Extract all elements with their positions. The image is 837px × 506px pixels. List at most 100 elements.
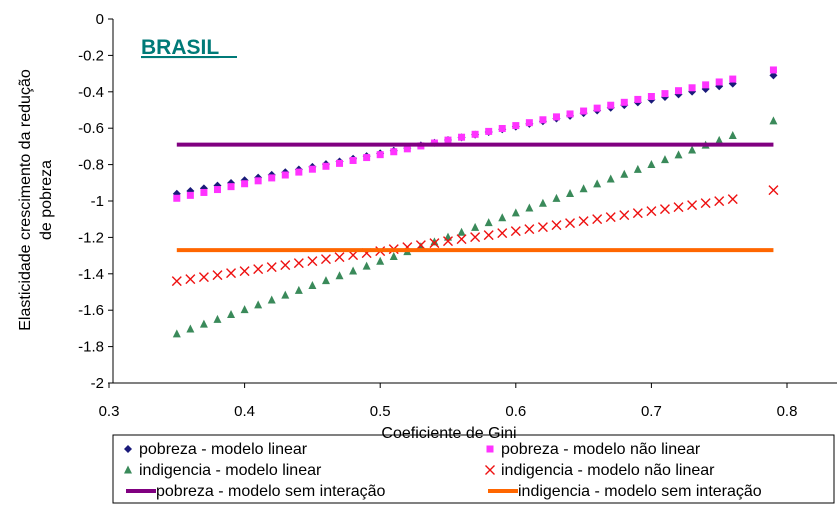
data-point [349, 156, 357, 164]
data-point [362, 261, 371, 270]
data-point [389, 251, 398, 260]
data-point [592, 214, 603, 225]
legend-marker-swatch [485, 465, 495, 475]
data-point [580, 107, 588, 115]
data-point [565, 218, 576, 229]
chart-annotation: BRASIL [141, 36, 219, 59]
data-point [551, 220, 562, 231]
data-point [605, 212, 616, 223]
data-point [444, 232, 452, 241]
data-point [537, 222, 548, 233]
data-point [227, 310, 236, 319]
data-point [607, 101, 615, 109]
data-point [172, 329, 181, 338]
data-point [335, 271, 344, 280]
data-point [456, 234, 467, 245]
y-axis-ticks: 0 -0.2 -0.4 -0.6 -0.8 -1 -1.2 -1.4 -1.6 -1.8 -2 [78, 11, 113, 392]
y-tick-label: -0.2 [78, 47, 104, 64]
data-point [632, 208, 643, 219]
data-point [510, 226, 521, 237]
data-point [294, 285, 303, 294]
data-point [266, 262, 277, 273]
x-tick-label: 0.7 [641, 403, 662, 420]
legend-item-label: pobreza - modelo não linear [501, 441, 701, 458]
x-tick-label: 0.4 [234, 403, 255, 420]
data-point [429, 238, 440, 249]
plot-area: 0 -0.2 -0.4 -0.6 -0.8 -1 -1.2 -1.4 -1.6 -1.8 -2 0.… [78, 11, 837, 420]
data-point [728, 130, 737, 139]
series-layer [171, 66, 779, 338]
data-point [254, 300, 263, 309]
data-point [253, 264, 264, 275]
y-tick-label: -2 [91, 375, 104, 392]
data-point [593, 179, 602, 188]
data-point [715, 135, 724, 144]
data-point [281, 290, 290, 299]
y-axis-title-line-2: de pobreza [38, 160, 55, 240]
data-point [390, 148, 398, 156]
data-point [674, 150, 683, 159]
x-tick-label: 0.6 [505, 403, 526, 420]
series-3 [172, 116, 778, 338]
data-point [700, 198, 711, 209]
data-point [714, 196, 725, 207]
data-point [646, 206, 657, 217]
data-point [281, 171, 289, 179]
y-tick-label: -0.6 [78, 120, 104, 137]
data-point [497, 228, 508, 239]
y-tick-label: -1.6 [78, 302, 104, 319]
data-point [280, 260, 291, 271]
y-tick-label: 0 [96, 11, 104, 28]
data-point [687, 200, 698, 211]
legend-item-label: indigencia - modelo não linear [501, 462, 715, 479]
data-point [525, 203, 534, 212]
legend-marker-swatch [486, 445, 494, 453]
x-axis-title: Coeficiente de Gini [381, 425, 516, 442]
data-point [593, 104, 601, 112]
data-point [267, 295, 276, 304]
legend: pobreza - modelo linear pobreza - modelo … [112, 434, 835, 504]
x-axis-ticks: 0.3 0.4 0.5 0.6 0.7 0.8 [99, 383, 797, 420]
data-point [688, 145, 697, 154]
data-point [403, 145, 411, 153]
data-point [295, 168, 303, 176]
data-point [552, 193, 561, 202]
data-point [675, 87, 683, 95]
data-point [647, 160, 656, 169]
data-point [376, 151, 384, 159]
data-point [198, 272, 209, 283]
data-point [470, 232, 481, 243]
data-point [171, 276, 182, 287]
legend-marker-swatch [124, 465, 132, 474]
data-point [430, 237, 439, 246]
data-point [307, 256, 318, 267]
data-point [308, 280, 317, 289]
data-point [498, 213, 507, 222]
data-point [186, 191, 194, 199]
data-point [457, 227, 466, 236]
data-point [334, 252, 345, 263]
data-point [483, 230, 494, 241]
y-tick-label: -0.4 [78, 84, 104, 101]
data-point [322, 162, 330, 170]
data-point [376, 256, 385, 265]
data-point [578, 216, 589, 227]
data-point [186, 324, 195, 333]
data-point [688, 84, 696, 92]
y-tick-label: -1.2 [78, 229, 104, 246]
data-point [538, 198, 547, 207]
data-point [308, 165, 316, 173]
data-point [185, 274, 196, 285]
data-point [619, 210, 630, 221]
y-tick-label: -1.8 [78, 339, 104, 356]
data-point [566, 110, 574, 118]
data-point [566, 189, 575, 198]
data-point [415, 240, 426, 251]
data-point [606, 174, 615, 183]
data-point [321, 276, 330, 285]
data-point [524, 224, 535, 235]
data-point [213, 186, 221, 194]
data-point [254, 177, 262, 185]
data-point [769, 66, 777, 74]
data-point [241, 180, 249, 188]
